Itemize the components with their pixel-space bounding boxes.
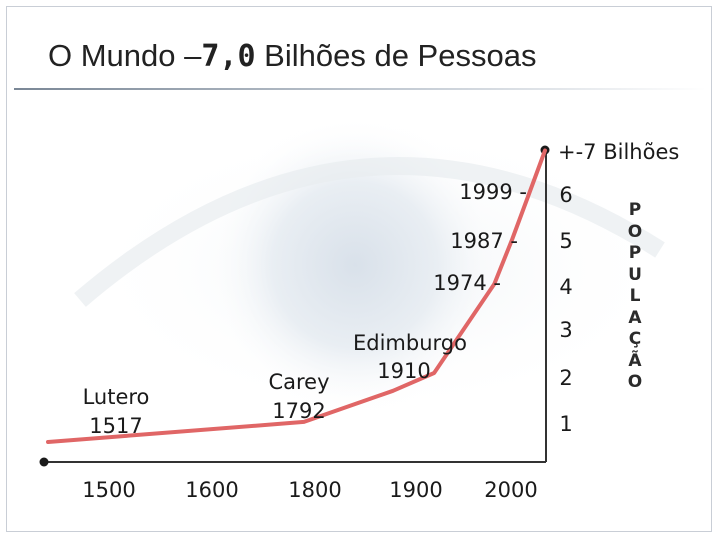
vertical-letter: Ã — [628, 350, 642, 371]
y-tick-label: 3 — [559, 318, 572, 342]
axis-origin-dot — [39, 457, 49, 467]
y-tick-label: 1 — [559, 412, 572, 436]
annotation-line: 1792 — [272, 399, 325, 423]
vertical-letter: O — [627, 372, 643, 392]
x-tick-label: 1900 — [389, 478, 442, 502]
vertical-letter: P — [628, 243, 642, 263]
annotation-carey: Carey 1792 — [268, 370, 329, 423]
annotation-line: Lutero — [83, 385, 150, 409]
population-curve — [46, 148, 547, 444]
x-tick-label: 1800 — [288, 478, 341, 502]
x-tick-label: 1600 — [185, 478, 238, 502]
y-tick-label: 4 — [559, 275, 572, 299]
annotation-line: Carey — [268, 370, 329, 394]
x-tick-label: 1500 — [82, 478, 135, 502]
annotation-line: Edimburgo — [353, 331, 467, 355]
y-tick-label: 5 — [559, 229, 572, 253]
vertical-letter: L — [629, 286, 641, 306]
x-tick-label: 2000 — [484, 478, 537, 502]
slide-frame — [6, 6, 712, 532]
annotation-line: 1517 — [89, 414, 142, 438]
annotation-line: 1910 — [377, 359, 430, 383]
vertical-letter: Ç — [628, 329, 642, 349]
vertical-letter: O — [627, 221, 643, 242]
vertical-letter: P — [628, 200, 642, 220]
annotation-1987: 1987 - — [450, 229, 518, 253]
annotation-edimburgo: Edimburgo 1910 — [353, 331, 467, 383]
vertical-letter: U — [628, 264, 642, 285]
annotation-1974: 1974 - — [433, 271, 501, 295]
title-underline — [14, 88, 706, 90]
annotation-1999: 1999 - — [459, 180, 527, 204]
slide-title: O Mundo –7,0 Bilhões de Pessoas — [48, 38, 537, 74]
y-tick-label: 2 — [559, 366, 572, 390]
y-tick-label: 6 — [559, 183, 572, 207]
x-tick-labels: 1500 1600 1800 1900 2000 — [82, 478, 537, 502]
vertical-letter: A — [628, 307, 642, 328]
annotation-lutero: Lutero 1517 — [83, 385, 150, 438]
top-value-label: +-7 Bilhões — [558, 140, 679, 164]
y-tick-labels: 1 2 3 4 5 6 — [559, 183, 572, 436]
y-axis-title-vertical: P O P U L A Ç Ã O — [622, 200, 648, 394]
